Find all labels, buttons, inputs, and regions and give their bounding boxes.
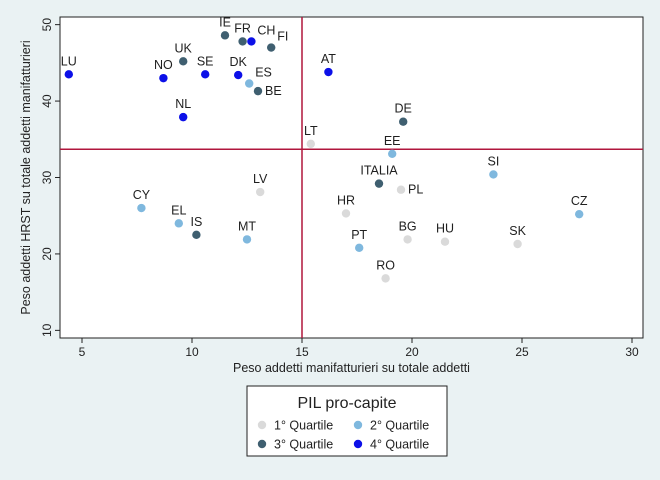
point-hu-label: HU: [436, 222, 454, 236]
point-italia: [374, 179, 384, 188]
point-lv: [256, 187, 265, 197]
x-tick-label: 15: [295, 345, 309, 359]
legend: PIL pro-capite 1° Quartile 2° Quartile 3° …: [246, 385, 448, 457]
legend-label-q2: 2° Quartile: [370, 419, 429, 433]
y-tick-label: 50: [40, 18, 54, 32]
y-tick-label: 20: [40, 247, 54, 261]
y-axis-title: Peso addetti HRST su totale addetti mani…: [19, 40, 33, 314]
point-ee: [388, 149, 397, 159]
legend-label-q4: 4° Quartile: [370, 438, 429, 452]
legend-marker-q3: [257, 439, 267, 449]
point-uk: [179, 57, 188, 66]
point-fr: [238, 37, 247, 46]
point-cz-label: CZ: [571, 194, 588, 208]
point-at-label: AT: [321, 52, 336, 66]
point-is: [192, 230, 201, 240]
point-cy-label: CY: [133, 188, 151, 202]
point-ie: [220, 31, 230, 40]
legend-label-q3: 3° Quartile: [274, 438, 333, 452]
point-si: [489, 170, 498, 179]
point-lt-label: LT: [304, 124, 318, 138]
point-ro-label: RO: [376, 258, 395, 272]
point-si-label: SI: [487, 154, 499, 168]
point-ch: [247, 37, 256, 46]
point-mt-label: MT: [238, 219, 256, 233]
point-hr-label: HR: [337, 193, 355, 207]
point-se-label: SE: [197, 54, 214, 68]
point-hu: [440, 237, 450, 246]
point-nl: [179, 112, 188, 122]
point-dk-label: DK: [230, 55, 248, 69]
x-tick-label: 30: [625, 345, 639, 359]
point-ch-label: CH: [257, 23, 275, 37]
x-axis-title: Peso addetti manifatturieri su totale ad…: [233, 361, 470, 375]
x-axis: 5 10 15 20 25 30: [79, 338, 639, 359]
point-se: [201, 70, 210, 79]
y-tick-label: 40: [40, 94, 54, 108]
point-de-label: DE: [395, 102, 412, 116]
point-mt: [242, 235, 252, 244]
point-dk: [234, 70, 243, 80]
point-lu: [64, 70, 74, 79]
point-uk-label: UK: [175, 41, 193, 55]
point-no-label: NO: [154, 58, 173, 72]
point-nl-label: NL: [175, 97, 191, 111]
point-de: [399, 117, 408, 126]
legend-marker-q4: [353, 439, 363, 449]
point-pt: [355, 243, 364, 253]
y-tick-label: 10: [40, 323, 54, 337]
x-tick-label: 20: [405, 345, 419, 359]
point-lu-label: LU: [61, 54, 77, 68]
point-es: [245, 79, 254, 88]
point-lt: [306, 139, 315, 149]
point-hr: [341, 209, 351, 218]
point-fi: [267, 43, 276, 52]
x-tick-label: 25: [515, 345, 529, 359]
point-es-label: ES: [255, 65, 272, 79]
point-pl-label: PL: [408, 183, 423, 197]
point-fr-label: FR: [234, 21, 251, 35]
point-bg: [403, 235, 412, 244]
point-cz: [575, 209, 584, 219]
point-pt-label: PT: [351, 228, 367, 242]
point-bg-label: BG: [399, 219, 417, 233]
point-el-label: EL: [171, 203, 186, 217]
point-ro: [381, 274, 390, 283]
legend-box: [246, 385, 448, 457]
data-point-labels: IE FR CH FI UK LU NO SE DK ES BE AT NL DE LT EE ITALIA PL…: [61, 15, 588, 272]
point-fi-label: FI: [277, 30, 288, 44]
point-italia-label: ITALIA: [360, 164, 398, 178]
legend-title: PIL pro-capite: [297, 395, 396, 412]
y-tick-label: 30: [40, 171, 54, 185]
data-points: [64, 31, 584, 283]
reference-lines: [60, 17, 643, 338]
point-be: [253, 86, 263, 96]
point-sk-label: SK: [509, 224, 526, 238]
plot-area: [59, 16, 644, 339]
point-be-label: BE: [265, 84, 282, 98]
point-ee-label: EE: [384, 134, 401, 148]
point-at: [324, 67, 333, 77]
point-pl: [396, 185, 406, 194]
point-lv-label: LV: [253, 172, 268, 186]
point-ie-label: IE: [219, 15, 231, 29]
point-is-label: IS: [190, 215, 202, 229]
x-tick-label: 10: [185, 345, 199, 359]
point-no: [159, 73, 168, 83]
point-sk: [513, 239, 522, 249]
x-tick-label: 5: [79, 345, 86, 359]
legend-entries: 1° Quartile 2° Quartile 3° Quartile 4° Quar…: [257, 419, 429, 452]
legend-label-q1: 1° Quartile: [274, 419, 333, 433]
y-axis: 10 20 30 40 50: [40, 18, 60, 337]
legend-marker-q1: [257, 420, 267, 430]
legend-marker-q2: [353, 420, 363, 430]
point-cy: [137, 203, 146, 213]
point-el: [174, 219, 183, 228]
